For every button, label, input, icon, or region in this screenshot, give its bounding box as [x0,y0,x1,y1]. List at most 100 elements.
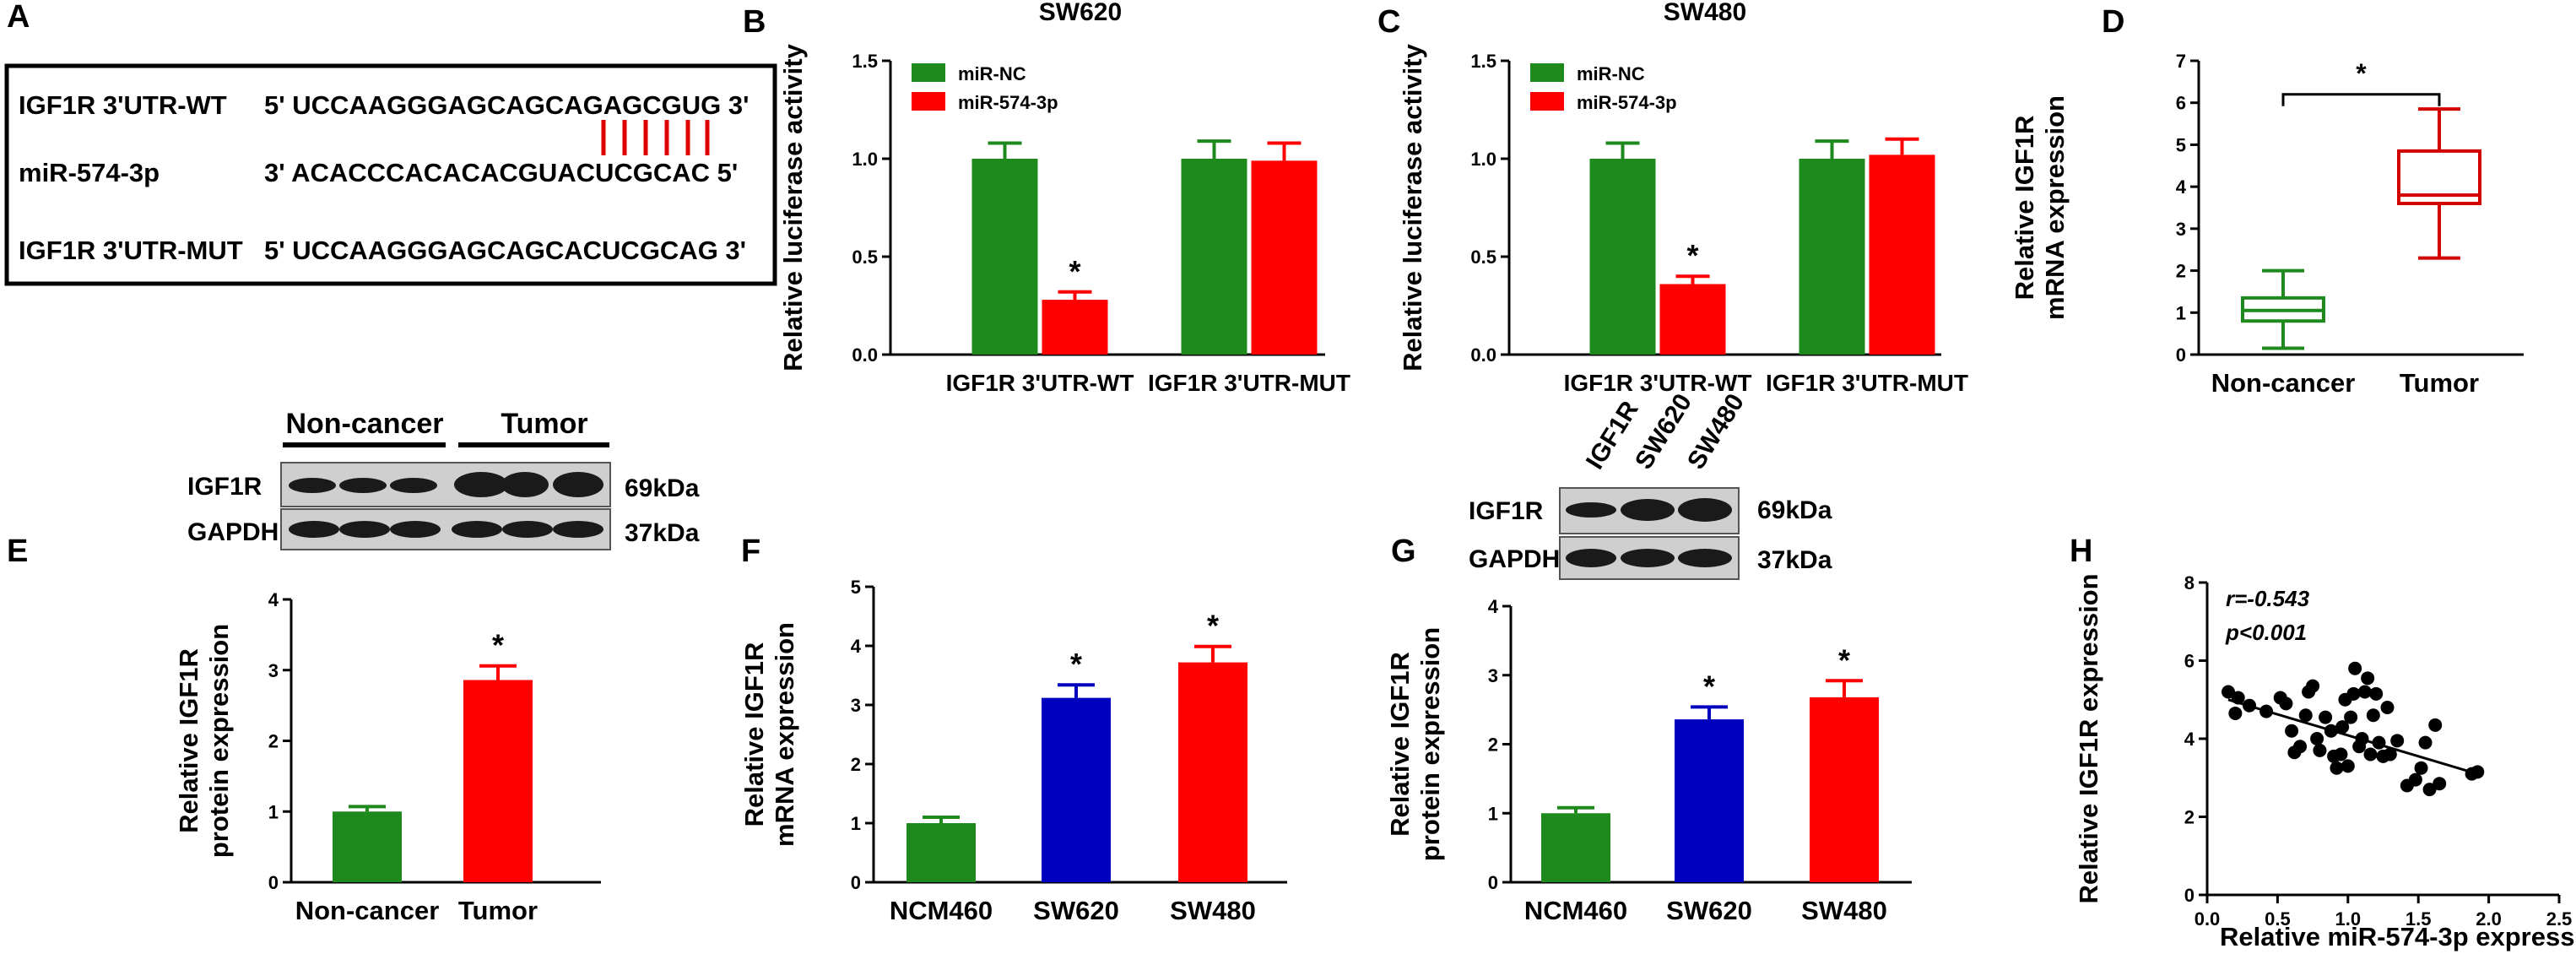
scatter-point [2293,740,2308,754]
panel-f-label: F [741,534,760,569]
x-tick-label: Non-cancer [2211,368,2356,398]
scatter-point [2298,708,2313,723]
x-tick-label: NCM460 [1524,896,1627,925]
fit-line [2227,698,2478,776]
y-axis-title-line1: Relative IGF1R [1385,652,1415,837]
y-tick-label: 3 [1488,665,1498,686]
scatter-point [2335,720,2350,734]
x-tick-label: 0.0 [2194,908,2221,930]
seq-row-seq-mut: 5' UCCAAGGGAGCAGCACUCGCAG 3' [264,236,746,265]
y-tick-label: 0 [2176,344,2186,366]
chart-h: 0 2 4 6 8 Relative IGF1R expression 0.0 0.5 1.0 1… [2074,572,2576,951]
band [1566,549,1616,567]
scatter-point [2344,710,2358,724]
scatter-point [2228,706,2243,720]
box [2397,149,2481,206]
y-tick-label: 1 [1488,803,1498,824]
y-axis-title: Relative luciferase activity [1398,43,1427,371]
legend-label: miR-574-3p [958,92,1058,113]
y-tick-label: 2 [2176,261,2186,282]
y-tick-label: 7 [2176,51,2186,72]
scatter-point [2222,685,2236,699]
y-tick-label: 6 [2184,651,2194,672]
y-tick-label: 4 [268,589,279,610]
scatter-point [2369,686,2384,701]
significance-mark: * [1070,647,1082,681]
y-axis-title-line2: mRNA expression [770,622,799,847]
scatter-point [2380,701,2395,714]
x-tick-label: 1.0 [2335,908,2362,930]
bar [1869,154,1935,355]
x-tick-label: Non-cancer [295,896,440,925]
y-tick-label: 0.0 [852,344,878,366]
scatter-point [2346,686,2361,701]
y-tick-label: 1.0 [852,149,878,170]
bar [1541,813,1610,882]
panel-a: A IGF1R 3'UTR-WT 5' UCCAAGGGAGCAGCAGAGCG… [4,0,777,286]
bar [1178,662,1247,882]
significance-mark: * [1703,669,1715,703]
band [502,521,553,538]
scatter-point [2361,671,2375,686]
bar [1042,300,1108,355]
x-tick-label: IGF1R 3'UTR-MUT [1148,370,1350,396]
scatter-point [2334,747,2348,762]
blot-g-protein-gapdh: GAPDH [1469,545,1560,573]
band [1566,502,1616,518]
y-tick-label: 5 [2176,134,2186,155]
panel-d-label: D [2102,4,2124,40]
x-tick-label: 0.5 [2265,908,2291,930]
y-axis-title-line1: Relative IGF1R [2010,116,2039,301]
band [553,521,603,538]
y-tick-label: 0.5 [852,247,878,268]
band [1678,549,1732,567]
y-axis-title-line2: protein expression [1415,627,1445,861]
annotation-p: p<0.001 [2225,620,2307,645]
significance-mark: * [1069,254,1080,289]
band [454,472,508,497]
x-tick-label: IGF1R 3'UTR-WT [946,370,1134,396]
y-tick-label: 0 [268,872,279,893]
blot-e-size-37: 37kDa [625,519,700,547]
bar [1675,719,1744,882]
y-tick-label: 2 [2184,807,2194,828]
blot-e-protein-gapdh: GAPDH [187,518,279,546]
scatter-point [2414,761,2428,775]
significance-mark: * [1207,609,1219,643]
y-tick-label: 1.0 [1470,149,1496,170]
chart-e: 0 1 2 3 4 Relative IGF1R protein expression Non… [174,589,601,925]
scatter-point [2433,777,2447,791]
legend-label: miR-NC [958,63,1026,84]
scatter-point [2363,747,2378,762]
legend-label: miR-NC [1577,63,1645,84]
y-tick-label: 1 [268,801,279,822]
panel-b-label: B [743,4,766,40]
x-tick-label: SW620 [1666,896,1752,925]
y-tick-label: 0.5 [1470,247,1496,268]
y-tick-label: 0 [851,872,861,893]
chart-g: 0 1 2 3 4 Relative IGF1R protein expression NCM… [1385,596,1912,925]
scatter-point [2348,661,2362,675]
panel-c-title: SW480 [1664,0,1746,26]
scatter-point [2306,679,2320,693]
band [390,478,437,493]
scatter-point [2418,735,2433,750]
significance-mark: * [492,628,504,663]
blot-e: Non-cancer Tumor IGF1R GAPDH 69kDa 37kDa [187,408,700,550]
blot-g-size-69: 69kDa [1757,496,1832,524]
scatter-point [2366,708,2380,723]
blot-e-bands [289,472,603,538]
band [553,472,603,497]
y-tick-label: 1.5 [852,51,878,72]
band [501,472,549,497]
blot-e-group-noncancer: Non-cancer [285,408,443,440]
blot-e-protein-igf1r: IGF1R [187,473,262,501]
sequence-box [4,63,777,286]
seq-row-name-mir: miR-574-3p [19,158,160,187]
panel-e-label: E [7,534,28,569]
y-axis-title-line2: mRNA expression [2040,95,2070,320]
panel-a-label: A [7,0,30,35]
y-tick-label: 4 [2184,729,2195,750]
y-tick-label: 3 [268,660,279,681]
bar [1042,697,1111,882]
